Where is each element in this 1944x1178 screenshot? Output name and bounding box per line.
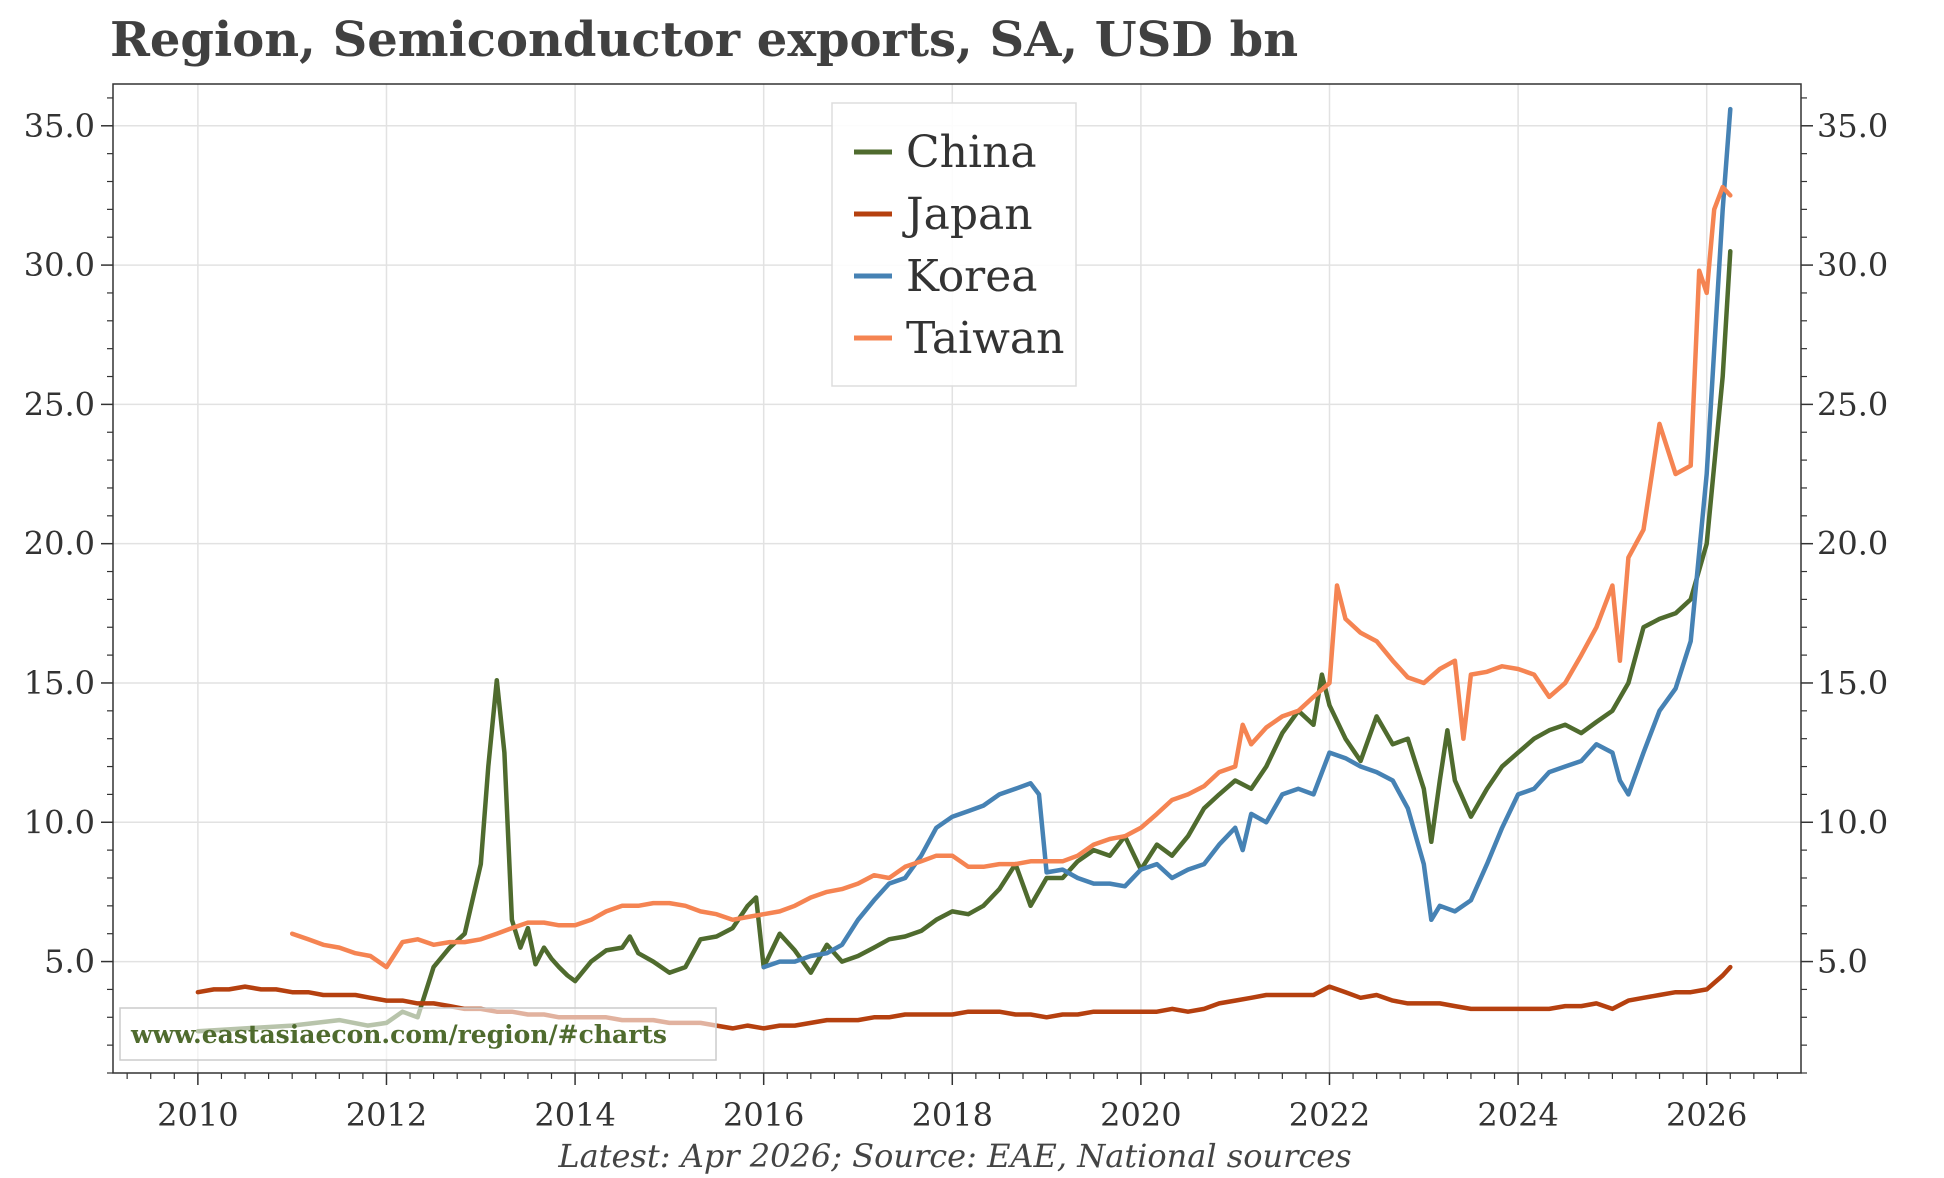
x-tick-label: 2018 — [912, 1096, 993, 1134]
watermark: www.eastasiaecon.com/region/#charts — [119, 1007, 717, 1061]
y-tick-label-left: 35.0 — [24, 107, 95, 145]
legend-label-japan: Japan — [902, 189, 1033, 240]
y-tick-label-right: 25.0 — [1817, 385, 1888, 423]
y-tick-label-left: 15.0 — [24, 664, 95, 702]
watermark-text: www.eastasiaecon.com/region/#charts — [130, 1020, 667, 1049]
plot-frame — [112, 83, 1802, 1074]
series-line-taiwan — [289, 184, 1733, 970]
chart-title: Region, Semiconductor exports, SA, USD b… — [110, 12, 1299, 68]
y-tick-label-right: 10.0 — [1817, 803, 1888, 841]
y-tick-label-left: 20.0 — [24, 525, 95, 563]
source-caption: Latest: Apr 2026; Source: EAE, National … — [557, 1137, 1351, 1175]
legend-label-taiwan: Taiwan — [906, 313, 1064, 364]
x-tick-label: 2016 — [723, 1096, 804, 1134]
y-tick-label-right: 30.0 — [1817, 246, 1888, 284]
x-tick-label: 2020 — [1100, 1096, 1181, 1134]
y-tick-label-left: 10.0 — [24, 803, 95, 841]
y-tick-label-left: 30.0 — [24, 246, 95, 284]
legend: China Japan Korea Taiwan — [831, 102, 1077, 387]
series-line-japan — [195, 964, 1733, 1031]
y-tick-label-left: 25.0 — [24, 385, 95, 423]
x-tick-label: 2022 — [1289, 1096, 1370, 1134]
series-line-china — [195, 248, 1733, 1034]
x-tick-label: 2024 — [1477, 1096, 1558, 1134]
y-tick-label-left: 5.0 — [44, 943, 95, 981]
legend-label-korea: Korea — [906, 251, 1037, 302]
x-tick-label: 2014 — [534, 1096, 615, 1134]
gridlines — [113, 84, 1801, 1073]
x-tick-label: 2010 — [157, 1096, 238, 1134]
y-tick-label-right: 35.0 — [1817, 107, 1888, 145]
watermark-box — [119, 1007, 717, 1061]
series-line-korea — [761, 106, 1733, 970]
y-tick-label-right: 20.0 — [1817, 525, 1888, 563]
y-tick-label-right: 15.0 — [1817, 664, 1888, 702]
axes: 5.0 5.0 10.0 10.0 15.0 15.0 20.0 20.0 25.0 25.0 30… — [24, 97, 1888, 1134]
x-tick-label: 2026 — [1666, 1096, 1747, 1134]
legend-label-china: China — [906, 127, 1037, 178]
series-lines — [195, 106, 1733, 1034]
y-tick-label-right: 5.0 — [1817, 943, 1868, 981]
x-tick-label: 2012 — [346, 1096, 427, 1134]
